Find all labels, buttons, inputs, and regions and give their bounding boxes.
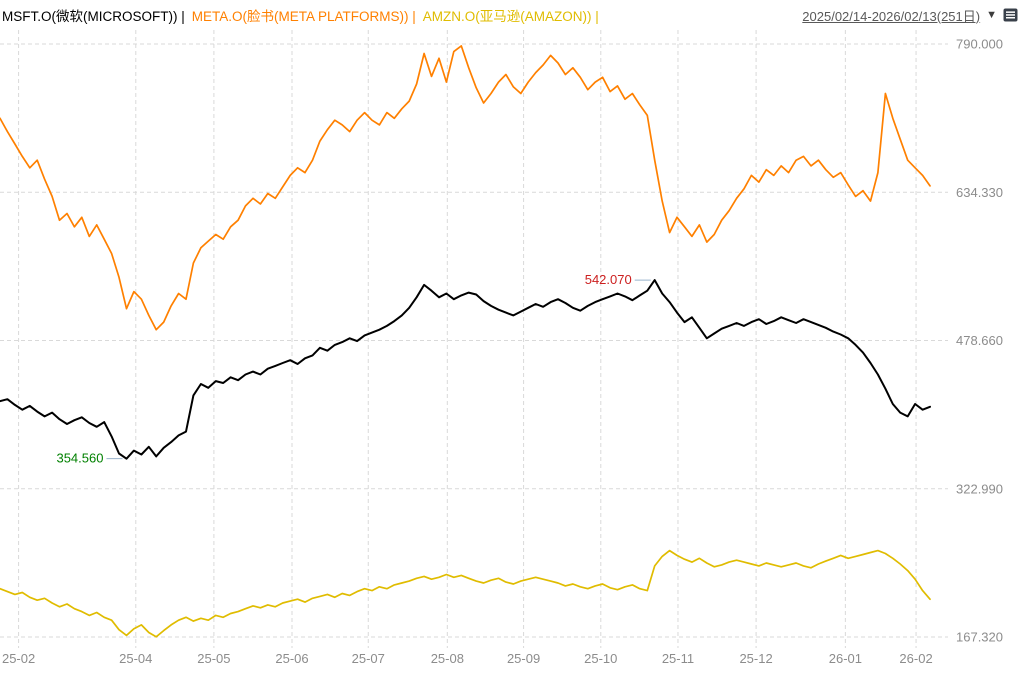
x-axis-label: 25-02 [2, 651, 35, 666]
x-axis-label: 25-09 [507, 651, 540, 666]
legend-msft[interactable]: MSFT.O(微软(MICROSOFT)) | [2, 9, 185, 24]
y-axis-label: 322.990 [956, 481, 1003, 496]
x-axis-label: 25-12 [739, 651, 772, 666]
x-axis-label: 25-04 [119, 651, 152, 666]
menu-icon-glyph [1003, 8, 1018, 22]
chevron-down-icon[interactable]: ▼ [986, 8, 997, 21]
menu-icon[interactable] [1003, 8, 1018, 22]
chart-header: MSFT.O(微软(MICROSOFT)) | META.O(脸书(META P… [0, 0, 1024, 28]
x-axis-label: 25-05 [197, 651, 230, 666]
date-range-control: 2025/02/14-2026/02/13(251日) ▼ [802, 6, 1018, 25]
x-axis-label: 25-10 [584, 651, 617, 666]
series-line-amzn-o [0, 549, 931, 638]
y-axis-label: 167.320 [956, 630, 1003, 645]
x-axis-label: 26-01 [829, 651, 862, 666]
legend-amzn[interactable]: AMZN.O(亚马逊(AMAZON)) | [422, 9, 599, 24]
x-axis-label: 25-11 [662, 651, 694, 666]
price-annotation: 542.070 [585, 272, 632, 287]
date-range-selector[interactable]: 2025/02/14-2026/02/13(251日) [802, 8, 981, 24]
series-line-meta-o [0, 45, 931, 331]
x-axis-label: 25-07 [352, 651, 385, 666]
x-axis-label: 26-02 [899, 651, 932, 666]
x-axis-label: 25-08 [431, 651, 464, 666]
series-line-msft-o [0, 279, 931, 460]
legend-meta[interactable]: META.O(脸书(META PLATFORMS)) | [191, 9, 416, 24]
y-axis-label: 478.660 [956, 333, 1003, 348]
y-axis-label: 634.330 [956, 185, 1003, 200]
x-axis-label: 25-06 [275, 651, 308, 666]
series-legend: MSFT.O(微软(MICROSOFT)) | META.O(脸书(META P… [2, 5, 606, 25]
y-axis-label: 790.000 [956, 37, 1003, 52]
price-annotation: 354.560 [56, 451, 103, 466]
